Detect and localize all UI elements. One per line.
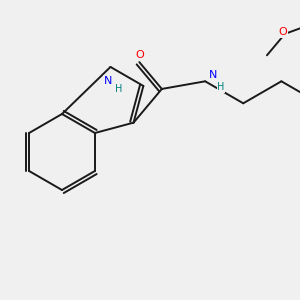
Text: H: H [115,84,122,94]
Text: H: H [218,82,225,92]
Text: N: N [209,70,217,80]
Text: N: N [104,76,113,86]
Text: O: O [279,27,287,37]
Text: O: O [135,50,144,60]
